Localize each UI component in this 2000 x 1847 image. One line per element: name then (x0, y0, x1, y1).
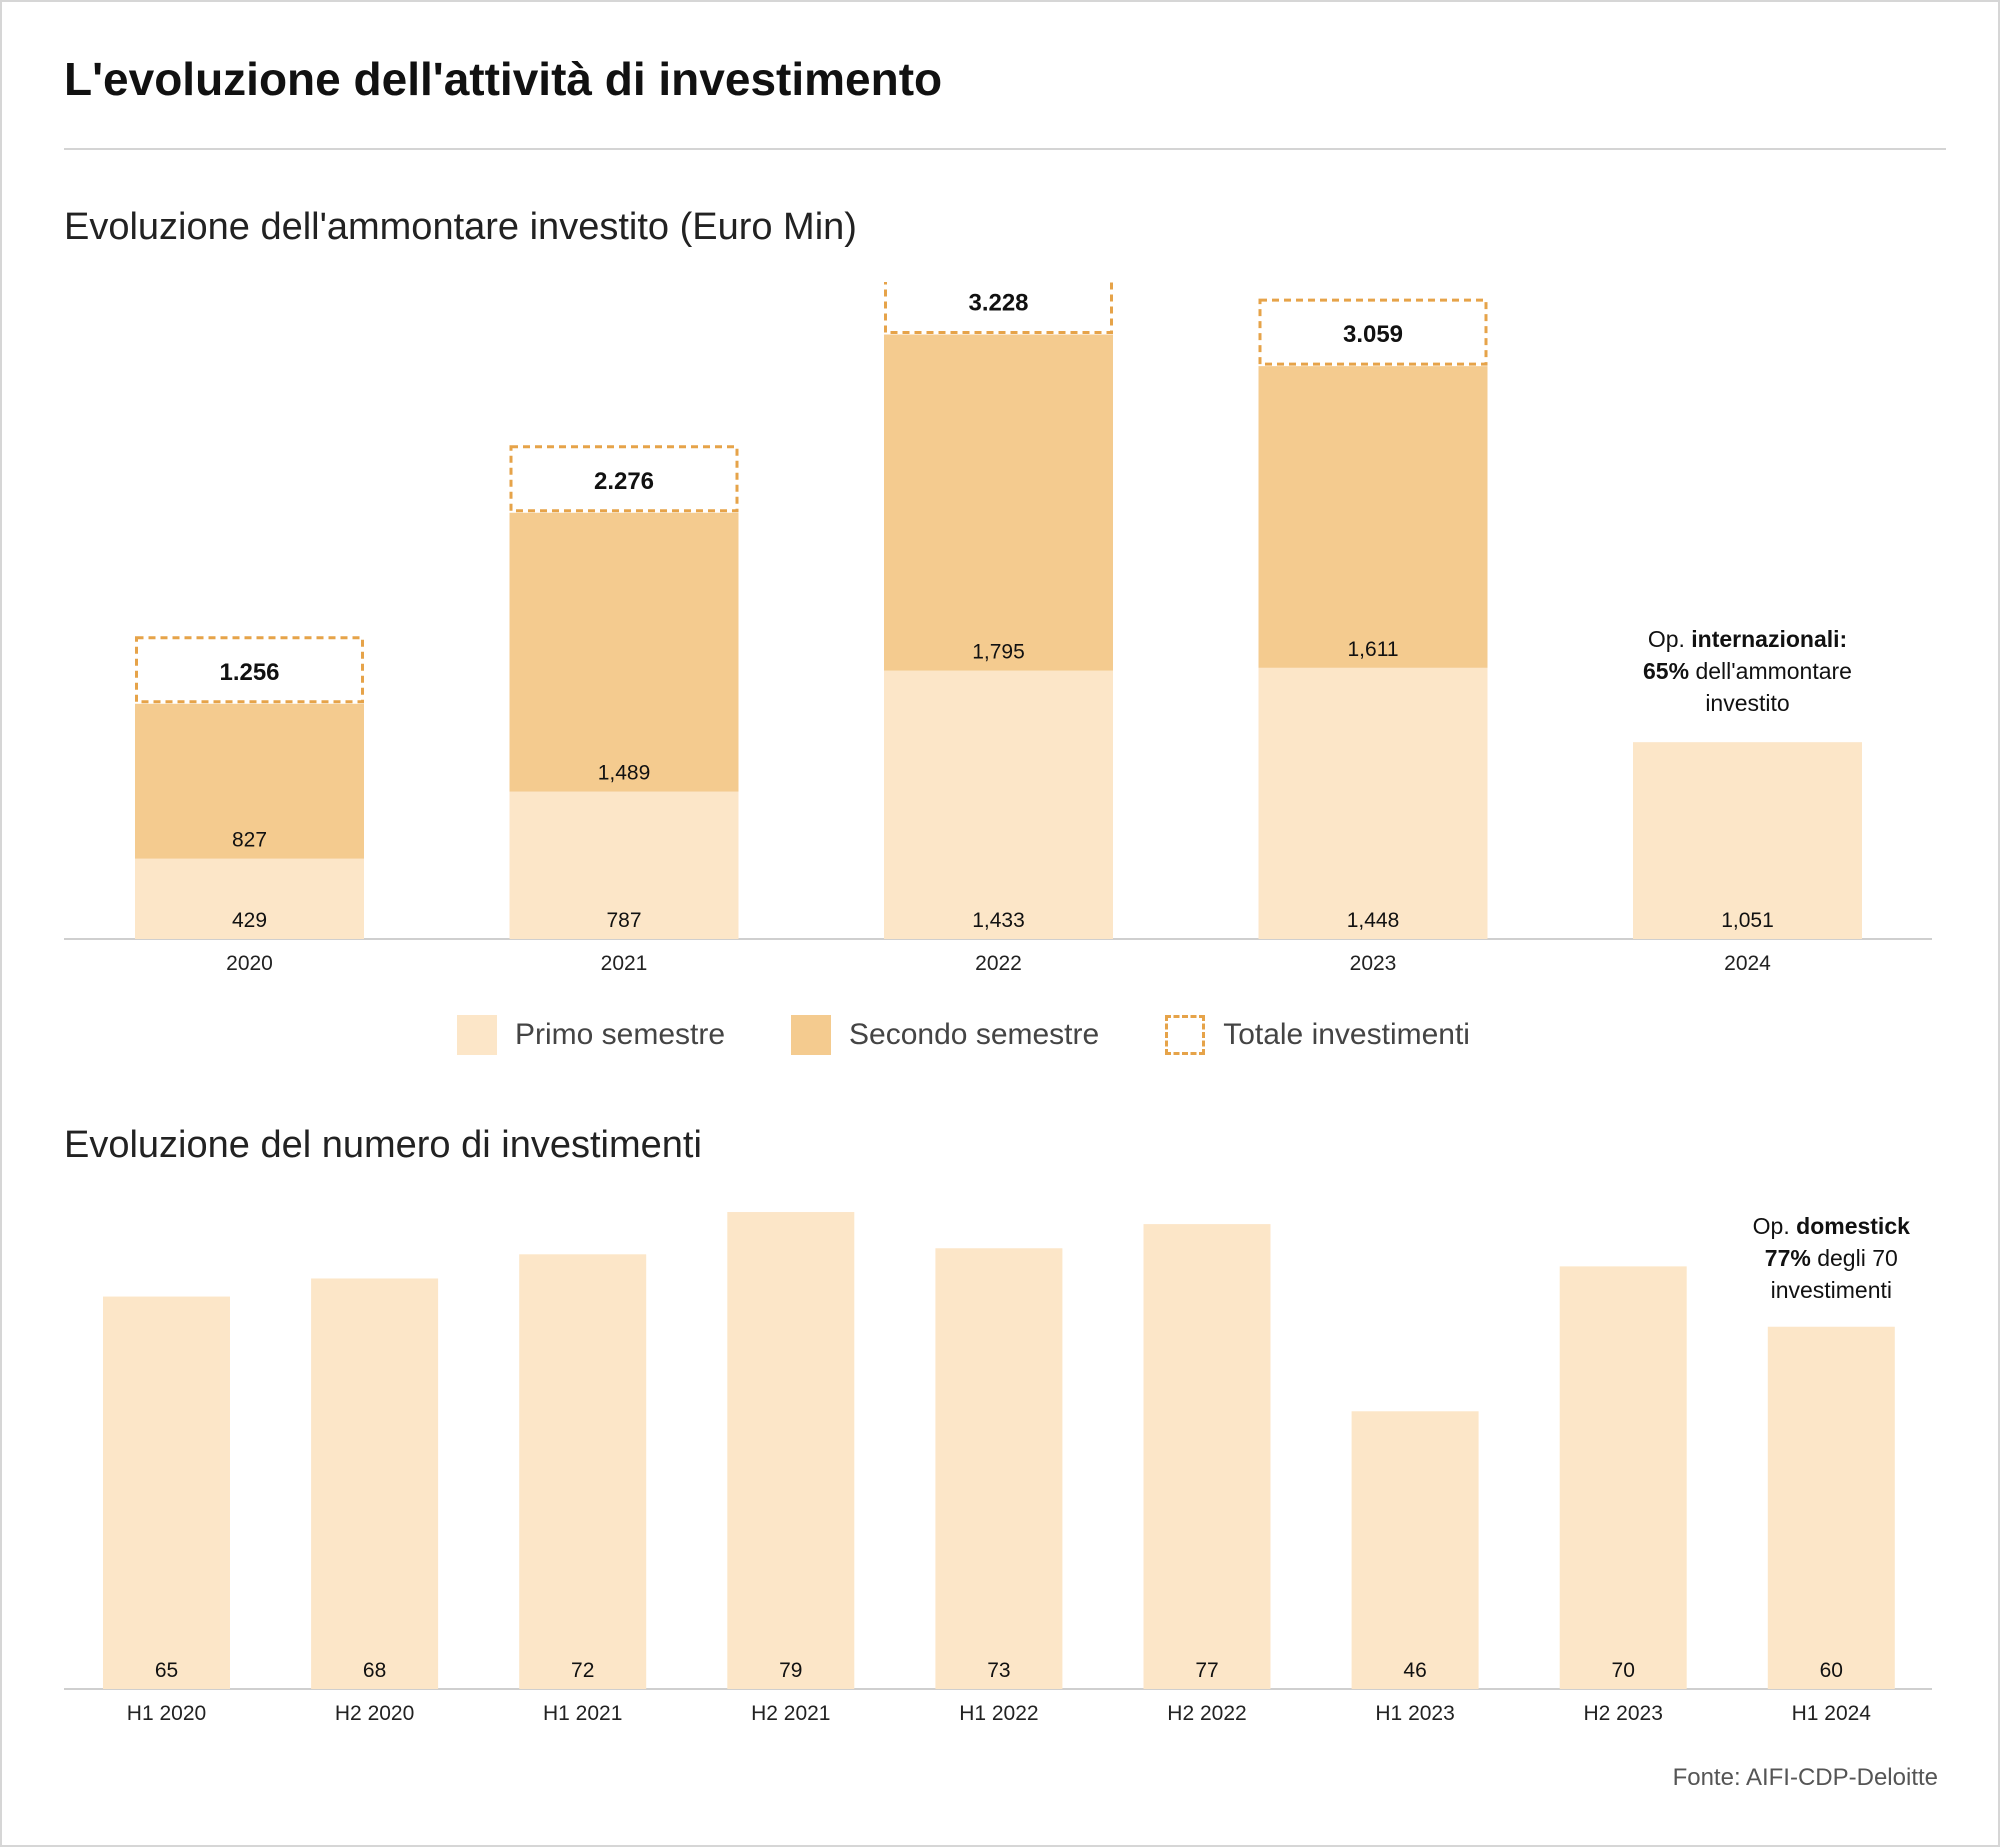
bar-H2-2023 (1559, 1266, 1687, 1689)
bar-H1-2024 (1767, 1326, 1895, 1689)
bar-primo-2024 (1633, 742, 1862, 939)
x-tick-H2-2021: H2 2021 (751, 1702, 830, 1725)
legend-swatch-primo (457, 1015, 497, 1055)
x-tick-2023: 2023 (1350, 952, 1397, 975)
label-secondo-2023: 1,611 (1348, 638, 1399, 661)
legend-swatch-secondo (791, 1015, 832, 1055)
count-chart: 65 H1 2020 68 H2 2020 72 H1 2021 79 H2 2021 73 H1… (64, 1212, 1932, 1725)
bar-H2-2020 (311, 1278, 439, 1689)
bar-secondo-2023 (1258, 366, 1488, 668)
bar-primo-2022 (884, 670, 1113, 939)
legend-label: Primo semestre (515, 1018, 726, 1051)
x-tick-H2-2020: H2 2020 (335, 1702, 414, 1725)
title-divider (64, 148, 1946, 150)
annotation-h1-2024-line2: 77% degli 70 (1765, 1245, 1898, 1271)
chart1-legend: Primo semestre Secondo semestre Totale i… (457, 1015, 1536, 1055)
total-box-2021 (509, 445, 739, 513)
annotation-2024-line1: Op. internazionali: (1648, 626, 1847, 652)
x-tick-H1-2022: H1 2022 (959, 1702, 1038, 1725)
value-label-H1-2023: 46 (1403, 1659, 1426, 1682)
bar-H2-2022 (1143, 1224, 1271, 1689)
x-tick-H1-2021: H1 2021 (543, 1702, 622, 1725)
label-totale-2022: 3.228 (968, 289, 1028, 316)
bar-primo-2023 (1258, 667, 1488, 939)
bar-H1-2020 (103, 1296, 230, 1689)
bar-secondo-2022 (884, 334, 1113, 671)
label-totale-2023: 3.059 (1343, 321, 1403, 348)
label-primo-2023: 1,448 (1347, 909, 1400, 932)
bar-H2-2021 (727, 1212, 855, 1689)
bar-primo-2020 (135, 858, 364, 939)
value-label-H2-2022: 77 (1195, 1659, 1218, 1682)
value-label-H1-2024: 60 (1820, 1659, 1843, 1682)
x-tick-2020: 2020 (226, 952, 273, 975)
x-tick-H2-2023: H2 2023 (1583, 1702, 1662, 1725)
label-totale-2021: 2.276 (594, 468, 654, 495)
bar-secondo-2021 (509, 512, 739, 792)
x-tick-H1-2020: H1 2020 (127, 1702, 206, 1725)
x-tick-H1-2023: H1 2023 (1375, 1702, 1454, 1725)
total-box-2022 (884, 282, 1113, 334)
label-secondo-2020: 827 (232, 829, 267, 852)
label-primo-2022: 1,433 (972, 909, 1025, 932)
legend-swatch-totale (1165, 1015, 1206, 1055)
legend-label: Totale investimenti (1223, 1018, 1470, 1051)
amount-chart: 429 827 1.256 2020 787 1,489 2.276 2021 1,433 1,7… (64, 282, 1932, 975)
value-label-H2-2021: 79 (779, 1659, 802, 1682)
annotation-2024-line2: 65% dell'ammontare (1643, 658, 1852, 684)
bar-H1-2022 (935, 1248, 1063, 1689)
legend-item-totale: Totale investimenti (1165, 1015, 1470, 1055)
page-title: L'evoluzione dell'attività di investimen… (64, 53, 943, 105)
source-note: Fonte: AIFI-CDP-Deloitte (1672, 1764, 1938, 1791)
bar-H1-2023 (1351, 1411, 1479, 1689)
value-label-H1-2022: 73 (987, 1659, 1010, 1682)
bar-secondo-2020 (135, 703, 364, 859)
legend-item-primo: Primo semestre (457, 1015, 725, 1055)
bar-H1-2021 (519, 1254, 647, 1689)
value-label-H2-2020: 68 (363, 1659, 386, 1682)
x-tick-2024: 2024 (1724, 952, 1771, 975)
x-tick-2021: 2021 (601, 952, 648, 975)
chart2-title: Evoluzione del numero di investimenti (64, 1124, 702, 1166)
legend-label: Secondo semestre (849, 1018, 1100, 1051)
total-box-2020 (135, 636, 364, 704)
label-secondo-2022: 1,795 (972, 641, 1025, 664)
x-tick-H1-2024: H1 2024 (1792, 1702, 1872, 1725)
value-label-H1-2020: 65 (155, 1659, 178, 1682)
label-totale-2020: 1.256 (219, 659, 279, 686)
chart1-title: Evoluzione dell'ammontare investito (Eur… (64, 206, 857, 248)
label-primo-2021: 787 (606, 909, 641, 932)
label-primo-2024: 1,051 (1721, 909, 1774, 932)
label-secondo-2021: 1,489 (598, 762, 651, 785)
annotation-h1-2024-line1: Op. domestick (1753, 1213, 1910, 1239)
value-label-H2-2023: 70 (1612, 1659, 1635, 1682)
legend-item-secondo: Secondo semestre (791, 1015, 1099, 1055)
annotation-h1-2024-line3: investimenti (1771, 1277, 1892, 1303)
x-tick-H2-2022: H2 2022 (1167, 1702, 1246, 1725)
annotation-2024-line3: investito (1705, 690, 1789, 716)
label-primo-2020: 429 (232, 909, 267, 932)
x-tick-2022: 2022 (975, 952, 1022, 975)
bar-primo-2021 (509, 791, 739, 939)
total-box-2023 (1258, 298, 1488, 366)
value-label-H1-2021: 72 (571, 1659, 594, 1682)
